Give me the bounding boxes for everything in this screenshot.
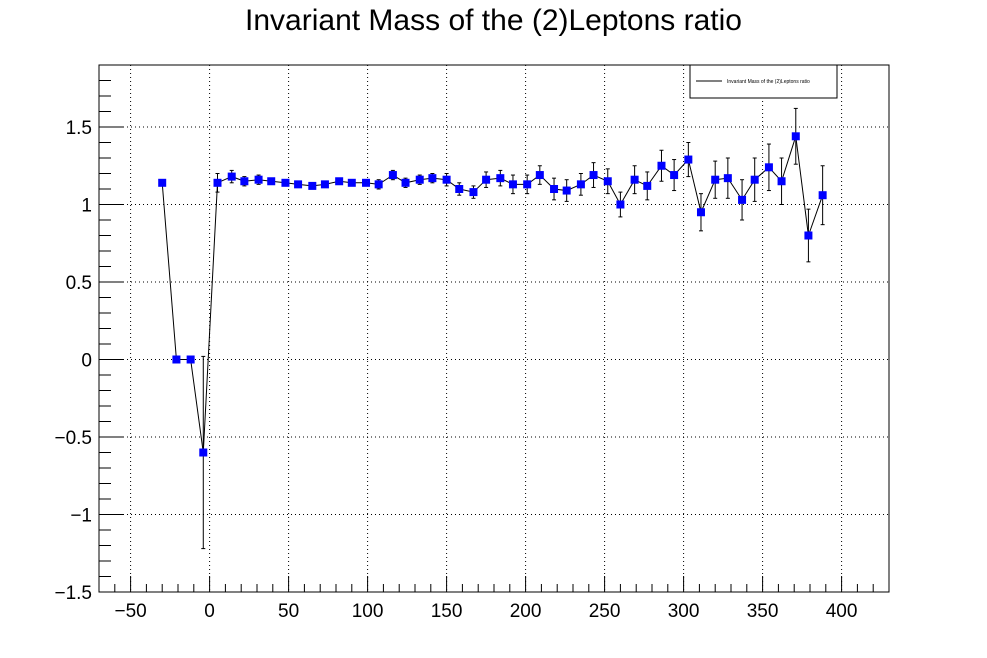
data-point — [764, 163, 773, 172]
data-point — [643, 181, 652, 190]
y-tick-label: 1 — [81, 196, 92, 217]
data-point — [630, 175, 639, 184]
y-tick-label: −0.5 — [54, 428, 92, 449]
x-tick-label: −50 — [114, 601, 146, 622]
data-point — [482, 175, 491, 184]
y-tick-label: 1.5 — [66, 118, 92, 139]
data-point — [320, 180, 329, 189]
data-point — [603, 177, 612, 186]
data-point — [401, 178, 410, 187]
data-point — [227, 172, 236, 181]
data-point — [469, 188, 478, 197]
x-tick-label: 50 — [278, 601, 299, 622]
y-tick-label: −1.5 — [54, 583, 92, 604]
data-point — [496, 174, 505, 183]
chart-title: Invariant Mass of the (2)Leptons ratio — [245, 4, 742, 37]
data-point — [335, 177, 344, 186]
x-tick-label: 350 — [747, 601, 779, 622]
data-point — [254, 175, 263, 184]
y-tick-label: 0.5 — [66, 273, 92, 294]
data-point — [240, 177, 249, 186]
data-point — [158, 178, 167, 187]
data-point — [550, 185, 559, 193]
data-point — [388, 171, 397, 180]
data-point — [750, 175, 759, 184]
data-point — [199, 448, 208, 457]
legend-label: Invariant Mass of the (2)Leptons ratio — [727, 79, 810, 85]
data-point — [428, 174, 437, 183]
data-point — [818, 191, 827, 200]
x-tick-label: 200 — [510, 601, 542, 622]
data-point — [213, 178, 222, 187]
data-point — [711, 175, 720, 184]
x-tick-label: 400 — [826, 601, 858, 622]
data-point — [172, 355, 181, 364]
data-point — [186, 355, 195, 364]
y-tick-label: 0 — [81, 351, 92, 372]
x-tick-label: 300 — [668, 601, 700, 622]
data-point — [455, 185, 464, 193]
data-point — [281, 178, 290, 187]
data-point — [791, 132, 800, 141]
data-point — [362, 178, 371, 187]
data-point — [576, 180, 585, 189]
x-tick-label: 100 — [352, 601, 384, 622]
x-tick-label: 0 — [204, 601, 215, 622]
data-point — [442, 175, 451, 184]
data-point — [804, 231, 813, 240]
data-point — [616, 200, 625, 209]
data-point — [657, 161, 666, 170]
data-point — [294, 180, 303, 189]
data-point — [696, 208, 705, 217]
data-point — [508, 180, 517, 189]
x-tick-label: 150 — [431, 601, 463, 622]
data-point — [738, 195, 747, 204]
data-point — [777, 177, 786, 186]
data-point — [374, 180, 383, 189]
data-point — [267, 177, 276, 186]
data-point — [308, 181, 317, 190]
x-tick-label: 250 — [589, 601, 621, 622]
data-point — [535, 171, 544, 180]
data-point — [562, 186, 571, 195]
data-point — [415, 175, 424, 184]
legend: Invariant Mass of the (2)Leptons ratio — [689, 64, 838, 99]
data-point — [523, 180, 532, 189]
series-line — [161, 136, 824, 453]
data-point — [723, 174, 732, 183]
data-point — [347, 178, 356, 187]
y-tick-label: −1 — [70, 506, 92, 527]
axes: −50 0 50 100 150 200 250 300 350 400 −1.5 −1 −0.5 0 0.… — [54, 64, 890, 622]
data-point — [670, 171, 679, 180]
data-series — [158, 107, 827, 550]
data-point — [589, 171, 598, 180]
data-point — [684, 155, 693, 164]
